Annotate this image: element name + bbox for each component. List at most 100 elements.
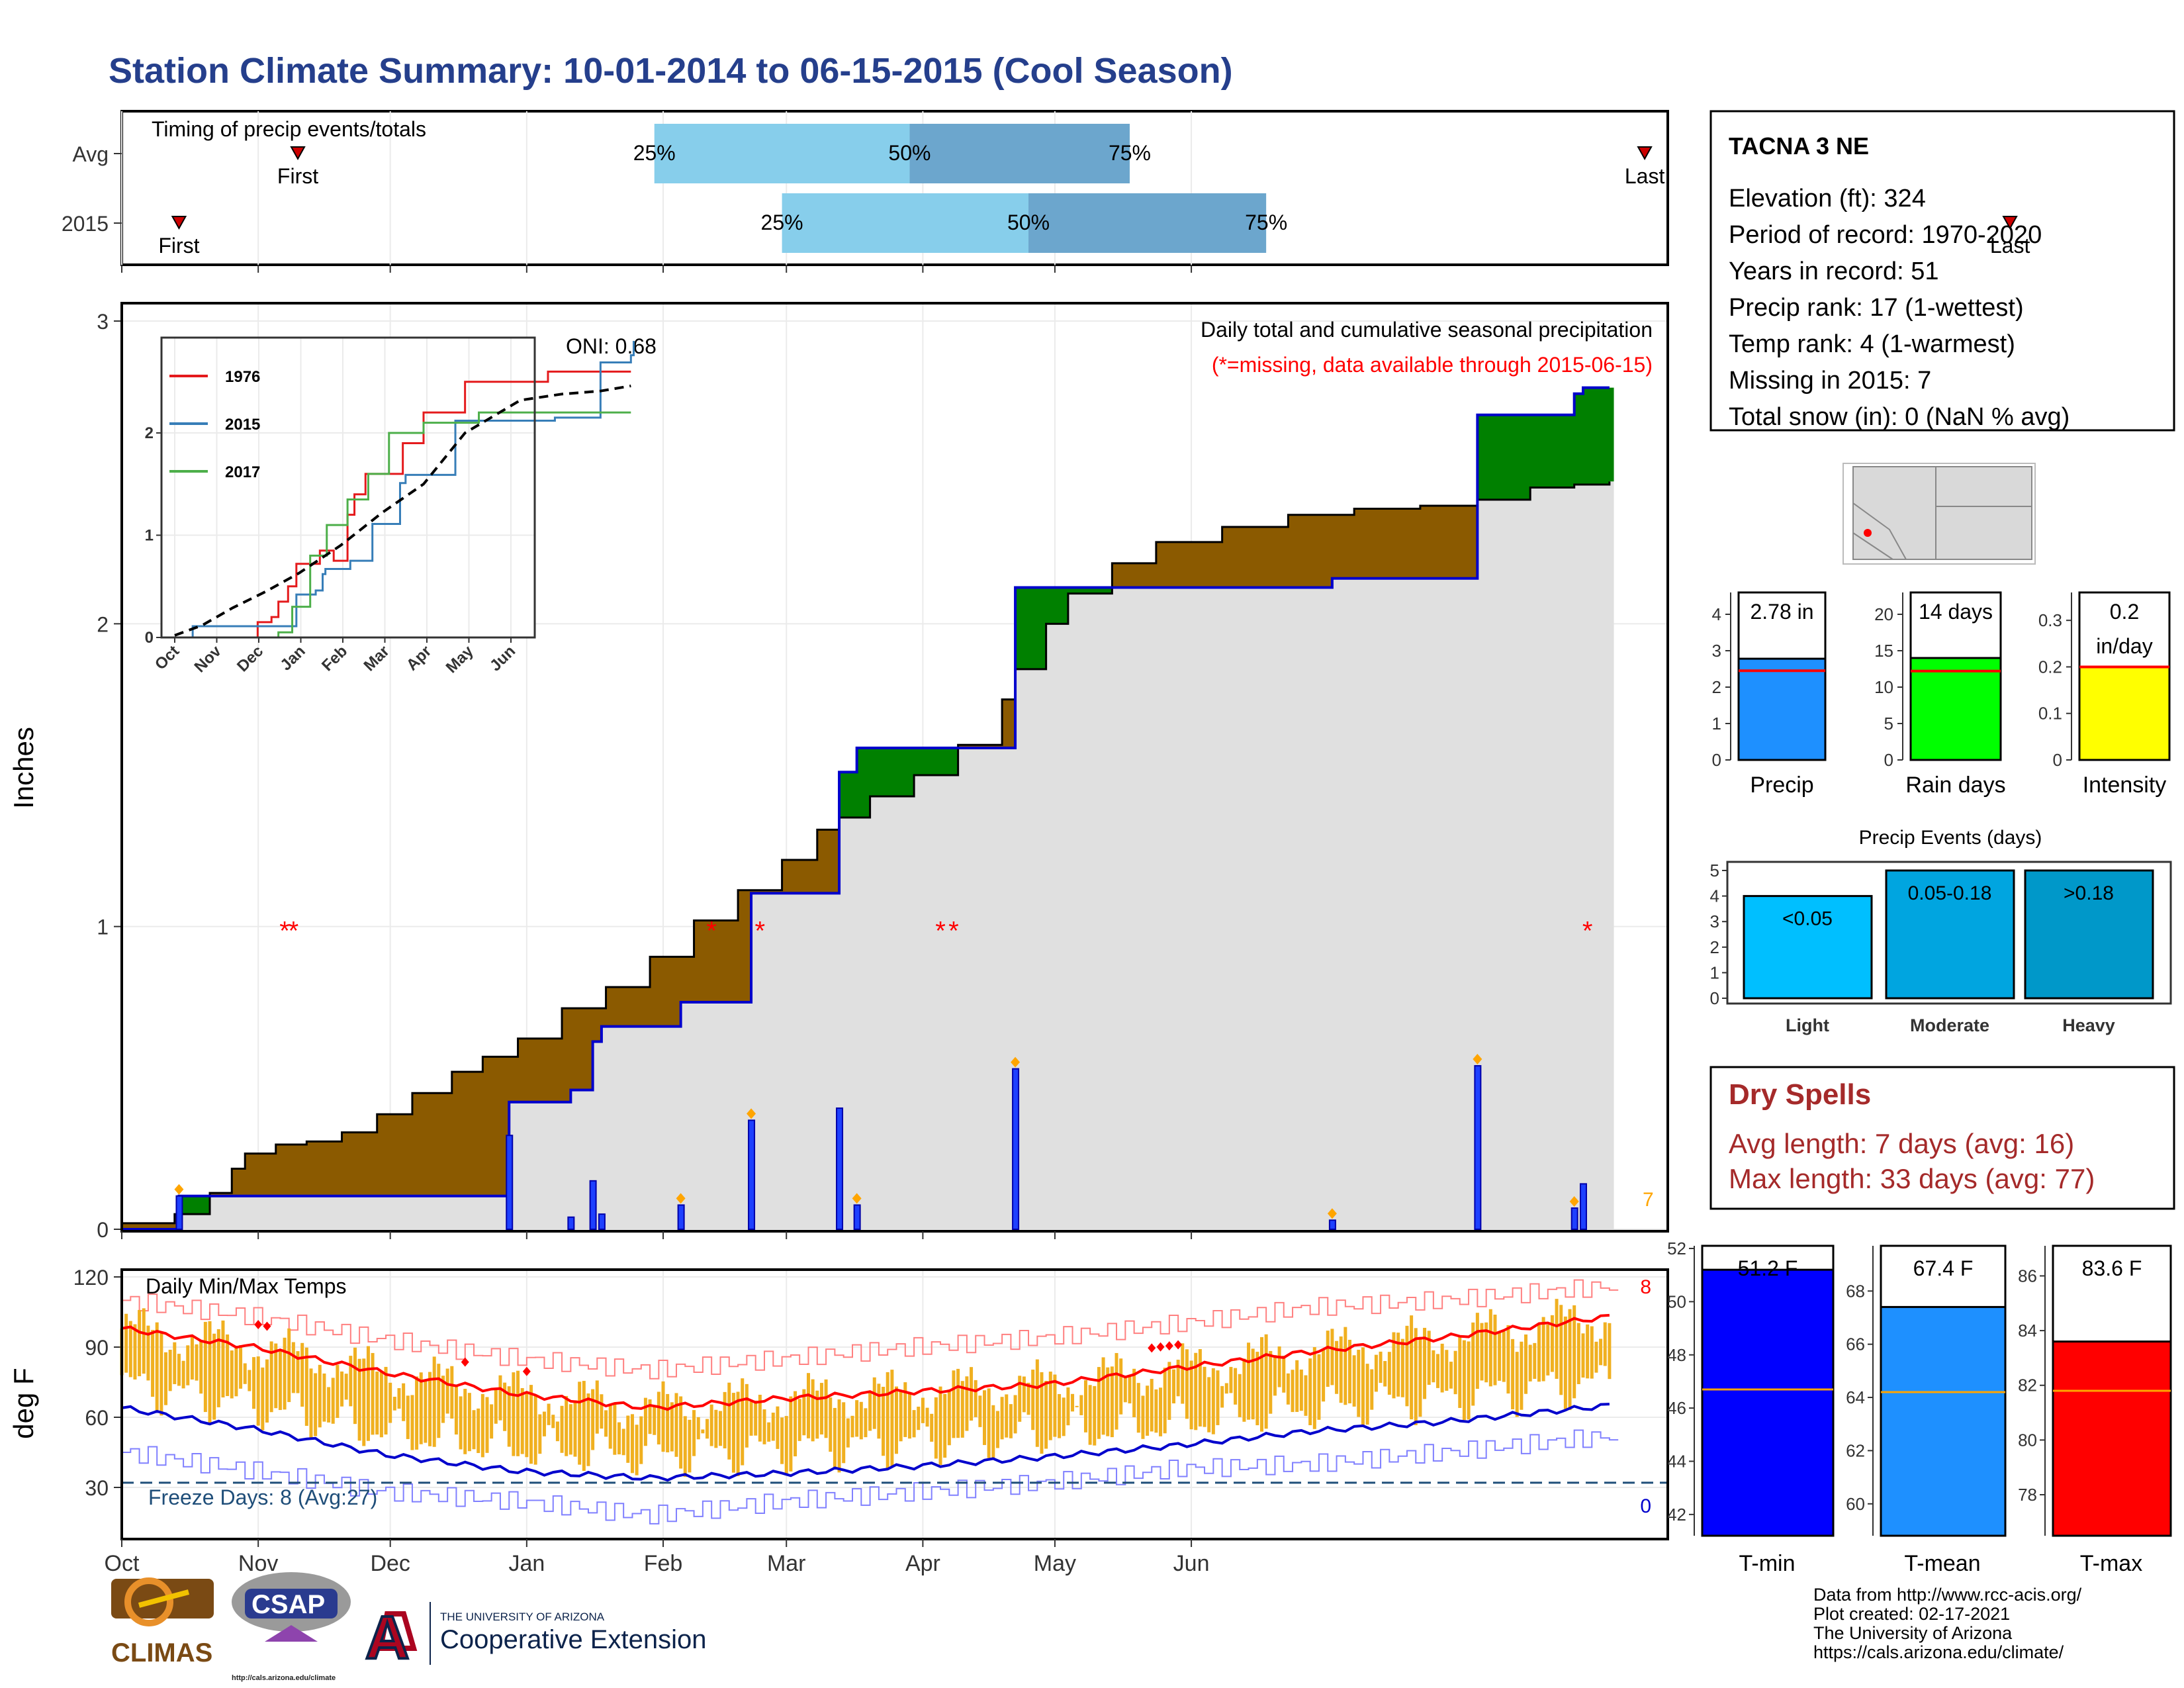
missing-day-marker: *	[289, 917, 299, 946]
daily-temp-bar	[1335, 1340, 1339, 1394]
daily-temp-bar	[230, 1350, 234, 1399]
daily-temp-bar	[978, 1395, 982, 1427]
daily-precip-bar	[1570, 1207, 1578, 1231]
precip-event-label: 0.05-0.18	[1908, 882, 1992, 904]
record-high-marker	[1156, 1342, 1165, 1352]
temp-summary-y-tick-label: 64	[1846, 1387, 1865, 1407]
daily-temp-bar	[1035, 1359, 1039, 1447]
daily-temp-bar	[1370, 1369, 1374, 1410]
daily-temp-bar	[1171, 1369, 1175, 1404]
precip-event-category: Light	[1786, 1015, 1829, 1035]
daily-temp-bar	[327, 1387, 331, 1423]
month-tick-label: Apr	[905, 1551, 940, 1576]
daily-temp-bar	[349, 1356, 353, 1407]
daily-temp-bar	[604, 1410, 608, 1437]
daily-temp-bar	[789, 1396, 793, 1472]
daily-temp-bar	[855, 1400, 859, 1437]
daily-temp-bar	[850, 1415, 854, 1438]
daily-temp-bar	[1484, 1322, 1488, 1383]
precip-event-label: <0.05	[1782, 908, 1833, 930]
daily-precip-bar	[1328, 1219, 1336, 1231]
daily-temp-bar	[1427, 1331, 1431, 1385]
precip-y-tick-label: 3	[97, 310, 109, 334]
daily-temp-bar	[1312, 1347, 1316, 1429]
daily-temp-bar	[797, 1399, 801, 1441]
daily-temp-bar	[520, 1387, 524, 1454]
daily-temp-bar	[547, 1403, 551, 1425]
daily-temp-bar	[683, 1416, 687, 1477]
daily-temp-bar	[1264, 1334, 1268, 1429]
daily-temp-bar	[1251, 1348, 1255, 1420]
precip-event-label: >0.18	[2064, 882, 2114, 904]
daily-temp-bar	[555, 1421, 559, 1442]
timing-first-marker	[290, 146, 306, 161]
daily-temp-bar	[1387, 1352, 1391, 1395]
daily-temp-bar	[415, 1376, 419, 1450]
daily-temp-bar	[269, 1341, 273, 1413]
daily-temp-bar	[1044, 1380, 1048, 1449]
daily-temp-bar	[512, 1372, 516, 1456]
timing-box-upper	[1028, 193, 1267, 253]
daily-temp-bar	[573, 1400, 577, 1457]
daily-temp-bar	[424, 1381, 428, 1443]
locator-map	[1843, 463, 2036, 565]
daily-precip-bar	[1012, 1068, 1020, 1230]
temp-summary-bar	[1701, 1268, 1835, 1537]
daily-temp-bar	[459, 1396, 463, 1450]
record-high-marker	[1174, 1340, 1183, 1350]
missing-day-marker: *	[935, 917, 946, 946]
daily-temp-bar	[1414, 1328, 1418, 1426]
daily-temp-bar	[1563, 1316, 1567, 1409]
timing-box-lower	[654, 124, 910, 183]
daily-temp-bar	[974, 1380, 978, 1417]
temp-summary-value-label: 83.6 F	[2082, 1256, 2142, 1280]
daily-temp-bar	[1093, 1385, 1097, 1446]
daily-temp-bar	[1066, 1387, 1070, 1426]
station-line: Years in record: 51	[1729, 258, 1939, 285]
daily-temp-bar	[340, 1371, 344, 1407]
daily-temp-bar	[709, 1404, 713, 1446]
daily-temp-bar	[1259, 1336, 1263, 1432]
daily-temp-bar	[428, 1372, 432, 1446]
common-area	[122, 481, 1614, 1229]
daily-temp-bar	[921, 1397, 925, 1423]
daily-temp-bar	[1185, 1349, 1189, 1419]
daily-temp-bar	[1352, 1355, 1356, 1407]
daily-temp-bar	[1590, 1326, 1594, 1379]
daily-temp-bar	[1115, 1352, 1118, 1430]
inset-legend-label: 2017	[225, 463, 260, 481]
daily-temp-bar	[1541, 1317, 1545, 1382]
record-high-marker	[1165, 1341, 1173, 1351]
daily-temp-bar	[1537, 1323, 1541, 1382]
daily-temp-bar	[1423, 1327, 1427, 1399]
summary-y-tick-label: 0	[1884, 750, 1893, 770]
daily-temp-bar	[1088, 1385, 1092, 1445]
record-precip-marker	[1327, 1208, 1337, 1219]
temp-summary-y-tick-label: 60	[1846, 1494, 1865, 1514]
daily-temp-bar	[802, 1389, 806, 1436]
daily-temp-bar	[379, 1371, 383, 1438]
timing-p75-label: 75%	[1109, 141, 1151, 165]
temp-summary-value-label: 67.4 F	[1913, 1256, 1974, 1280]
csap-logo: CSAP http://cals.arizona.edu/climate	[232, 1572, 351, 1682]
precip-event-bar	[1885, 869, 2015, 1000]
inset-series-2017	[175, 411, 631, 639]
footer-line: The University of Arizona	[1813, 1623, 2013, 1643]
month-tick-label: Nov	[238, 1551, 278, 1576]
temp-y-tick-label: 120	[73, 1266, 109, 1289]
daily-temp-bar	[1119, 1358, 1123, 1415]
daily-temp-bar	[674, 1393, 678, 1457]
daily-temp-bar	[714, 1409, 718, 1448]
inset-legend-label: 2015	[225, 416, 260, 434]
daily-temp-bar	[1581, 1333, 1585, 1378]
daily-temp-bar	[1550, 1315, 1554, 1372]
daily-temp-bar	[1075, 1405, 1079, 1407]
daily-temp-bar	[895, 1386, 898, 1454]
record-precip-marker	[1473, 1054, 1482, 1065]
daily-temp-bar	[480, 1393, 484, 1458]
daily-temp-bar	[362, 1358, 366, 1446]
daily-temp-bar	[344, 1374, 348, 1400]
daily-temp-bar	[216, 1329, 220, 1407]
daily-temp-bar	[371, 1352, 375, 1435]
daily-temp-bar	[736, 1391, 740, 1476]
